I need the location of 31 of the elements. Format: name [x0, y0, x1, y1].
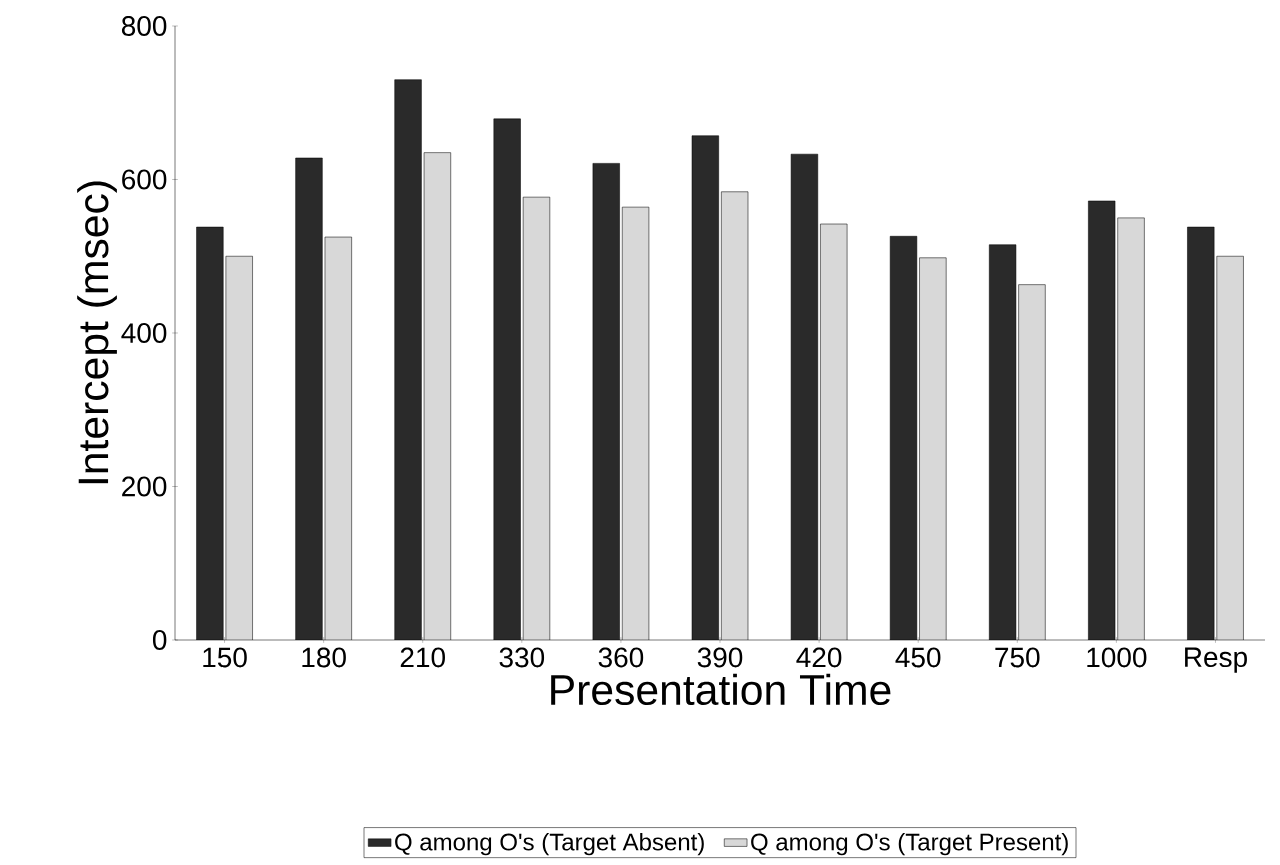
x-axis-title: Presentation Time [551, 673, 891, 706]
y-axis-title: Intercept (msec) [77, 181, 117, 484]
bar [424, 152, 451, 640]
x-tick-label: 360 [598, 647, 644, 668]
bar [1216, 255, 1244, 640]
bar [820, 224, 848, 640]
x-tick-label: 330 [499, 647, 545, 668]
x-tick-label: 1000 [1087, 647, 1147, 668]
legend-label: Q among O's (Target Absent) [395, 832, 704, 856]
legend-label: Q among O's (Target Present) [751, 832, 1068, 856]
x-tick-label: 750 [995, 647, 1040, 668]
bar [324, 237, 352, 640]
bar [1018, 284, 1046, 640]
y-tick-label: 0 [152, 630, 167, 650]
y-tick-label: 800 [121, 16, 167, 36]
bar [919, 257, 947, 640]
bar [523, 197, 550, 640]
bar [622, 207, 649, 640]
bar [225, 256, 253, 640]
y-tick-label: 200 [122, 476, 167, 497]
y-tick-label: 600 [122, 169, 167, 190]
x-tick-label: 180 [302, 647, 346, 668]
y-tick-label: 400 [121, 323, 167, 343]
x-tick-label: 450 [895, 647, 941, 668]
x-tick-label: Resp [1185, 647, 1247, 673]
x-tick-label: 420 [796, 647, 842, 668]
bar [1117, 217, 1145, 640]
x-tick-label: 210 [400, 647, 445, 668]
x-tick-label: 390 [697, 647, 743, 668]
bar [721, 191, 749, 640]
x-tick-label: 150 [203, 647, 247, 668]
